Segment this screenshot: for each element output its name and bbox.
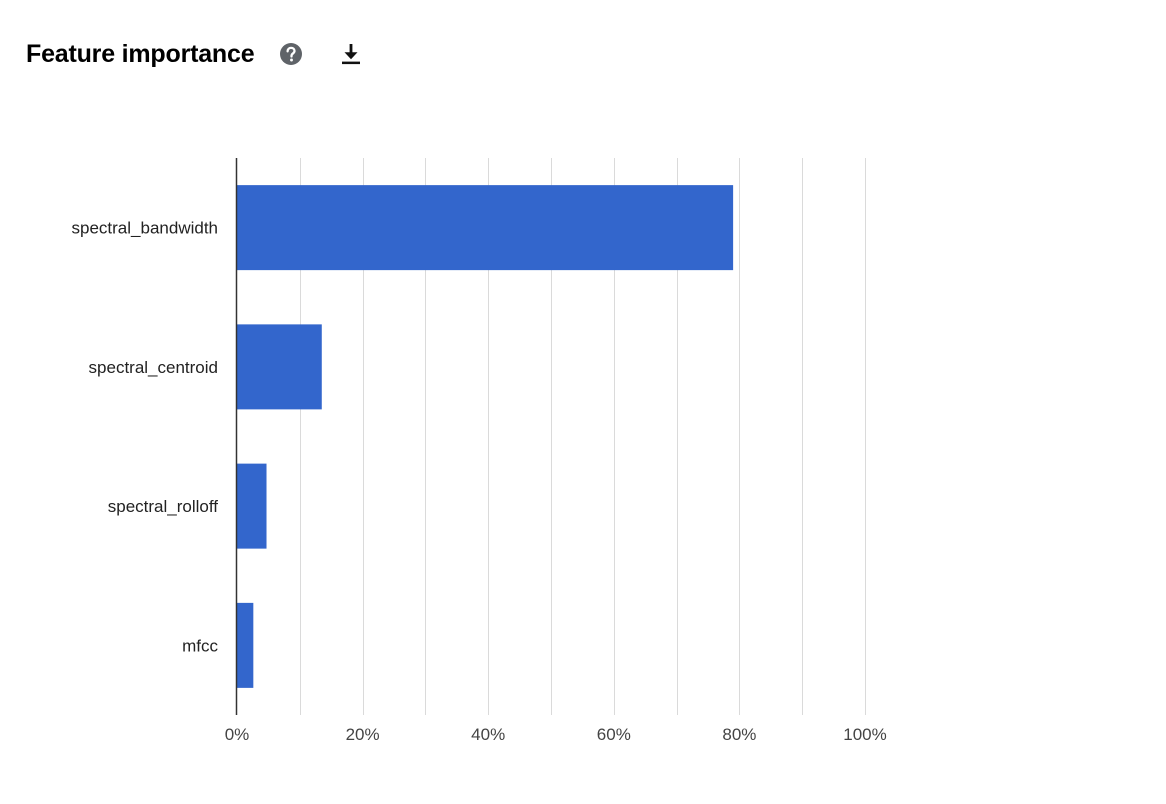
x-tick-label: 80% (722, 725, 756, 744)
bars (237, 185, 734, 688)
download-button[interactable] (338, 41, 364, 67)
help-circle-icon (280, 43, 303, 65)
x-tick-label: 100% (843, 725, 886, 744)
bar-mfcc[interactable] (237, 602, 254, 688)
x-tick-label: 60% (597, 725, 631, 744)
x-tick-label: 0% (225, 725, 250, 744)
labels: spectral_bandwidth spectral_centroidspect… (72, 219, 887, 744)
bar-spectral_centroid[interactable] (237, 324, 322, 410)
help-button[interactable] (278, 41, 304, 67)
category-label: spectral_bandwidth (72, 219, 218, 238)
bar-spectral_bandwidth[interactable] (237, 185, 734, 271)
download-icon (342, 44, 361, 65)
x-tick-label: 40% (471, 725, 505, 744)
chart-header: Feature importance (26, 36, 364, 72)
x-tick-label: 20% (346, 725, 380, 744)
page-title: Feature importance (26, 39, 255, 68)
category-label: mfcc (182, 636, 218, 655)
bar-spectral_rolloff[interactable] (237, 463, 267, 549)
category-label: spectral_centroid (89, 358, 218, 377)
category-label: spectral_rolloff (108, 497, 219, 516)
